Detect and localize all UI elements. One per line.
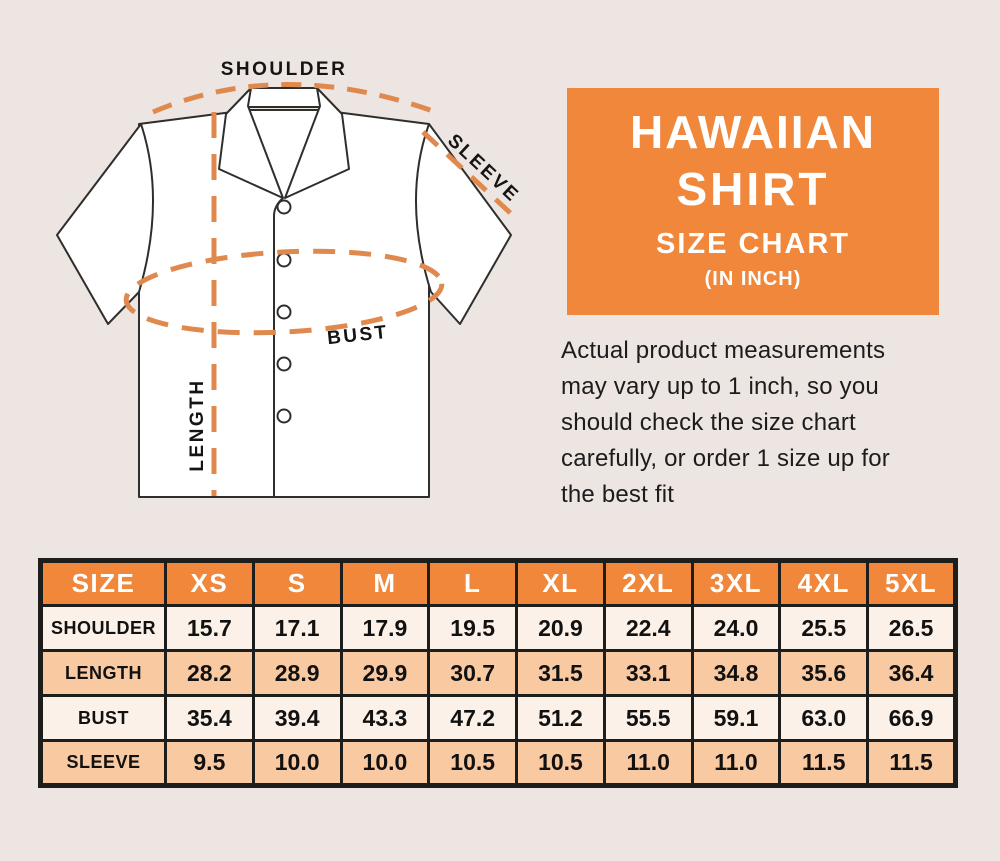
table-cell: 63.0	[778, 694, 870, 742]
table-cell: 33.1	[602, 649, 694, 697]
note-text: Actual product measurements may vary up …	[561, 337, 890, 508]
table-cell: 28.2	[164, 649, 255, 697]
shirt-button	[276, 304, 292, 320]
table-cell: 34.8	[690, 649, 782, 697]
table-cell: 11.0	[602, 739, 694, 787]
table-header-cell: 3XL	[690, 559, 782, 607]
subtitle: SIZE CHART	[656, 228, 850, 260]
table-cell: 35.6	[778, 649, 870, 697]
table-cell: 66.9	[866, 694, 957, 742]
size-table: SIZE XS S M L XL 2XL 3XL 4XL 5XL SHOULDER 15.7 17.1 1…	[38, 558, 958, 788]
table-cell: 35.4	[164, 694, 255, 742]
table-header-cell: SIZE	[39, 559, 167, 607]
table-cell: 11.5	[866, 739, 957, 787]
table-cell: 43.3	[339, 694, 431, 742]
table-header-cell: 4XL	[778, 559, 870, 607]
table-cell: 28.9	[251, 649, 343, 697]
table-header-cell: L	[427, 559, 519, 607]
title-card: HAWAIIAN SHIRT SIZE CHART (IN INCH)	[567, 88, 939, 315]
shirt-body	[138, 109, 430, 498]
shirt-diagram: SHOULDER SLEEVE BUST LENGTH	[0, 0, 560, 555]
table-header-cell: S	[251, 559, 343, 607]
table-cell: 10.5	[515, 739, 606, 787]
table-header-row: SIZE XS S M L XL 2XL 3XL 4XL 5XL	[39, 559, 957, 607]
shirt-illustration	[56, 82, 521, 498]
table-row: LENGTH 28.2 28.9 29.9 30.7 31.5 33.1 34.8 35.6 36…	[39, 649, 957, 697]
table-cell: 24.0	[690, 604, 782, 652]
sleeve-measure-line	[421, 130, 521, 223]
table-row: SHOULDER 15.7 17.1 17.9 19.5 20.9 22.4 24.0 25.5…	[39, 604, 957, 652]
table-cell: 10.0	[251, 739, 343, 787]
shirt-button	[276, 199, 292, 215]
table-header-cell: XS	[164, 559, 255, 607]
table-cell: 39.4	[251, 694, 343, 742]
shirt-collar-band	[245, 87, 323, 108]
unit-note: (IN INCH)	[704, 268, 802, 290]
table-cell: 26.5	[866, 604, 957, 652]
table-cell: 9.5	[164, 739, 255, 787]
row-label-cell: SLEEVE	[39, 739, 167, 787]
table-cell: 51.2	[515, 694, 606, 742]
table-cell: 10.5	[427, 739, 519, 787]
shoulder-label: SHOULDER	[220, 59, 348, 80]
table-cell: 15.7	[164, 604, 255, 652]
shirt-placket	[273, 197, 284, 497]
shoulder-measure-arc	[152, 82, 442, 117]
table-cell: 59.1	[690, 694, 782, 742]
length-label: LENGTH	[187, 378, 208, 472]
table-header-cell: 2XL	[602, 559, 694, 607]
shirt-left-sleeve	[56, 123, 154, 325]
table-cell: 20.9	[515, 604, 606, 652]
title-line2: SHIRT	[676, 163, 830, 215]
shirt-button	[276, 356, 292, 372]
table-cell: 36.4	[866, 649, 957, 697]
table-cell: 22.4	[602, 604, 694, 652]
table-header-cell: M	[339, 559, 431, 607]
table-cell: 11.5	[778, 739, 870, 787]
bust-measure-ellipse	[123, 248, 445, 336]
table-row: SLEEVE 9.5 10.0 10.0 10.5 10.5 11.0 11.0 11.5 11.…	[39, 739, 957, 787]
table-cell: 29.9	[339, 649, 431, 697]
table-cell: 17.9	[339, 604, 431, 652]
shirt-button	[276, 252, 292, 268]
table-cell: 19.5	[427, 604, 519, 652]
shirt-buttons	[276, 199, 292, 424]
table-cell: 17.1	[251, 604, 343, 652]
table-cell: 25.5	[778, 604, 870, 652]
table-cell: 47.2	[427, 694, 519, 742]
table-cell: 55.5	[602, 694, 694, 742]
measurement-lines	[123, 82, 521, 496]
table-cell: 10.0	[339, 739, 431, 787]
table-cell: 31.5	[515, 649, 606, 697]
shirt-button	[276, 408, 292, 424]
title-line1: HAWAIIAN	[630, 106, 876, 158]
table-header-cell: 5XL	[866, 559, 957, 607]
shirt-collar-left	[218, 87, 284, 199]
row-label-cell: SHOULDER	[39, 604, 167, 652]
table-row: BUST 35.4 39.4 43.3 47.2 51.2 55.5 59.1 63.0 66.9	[39, 694, 957, 742]
table-cell: 30.7	[427, 649, 519, 697]
row-label-cell: BUST	[39, 694, 167, 742]
table-header-cell: XL	[515, 559, 606, 607]
table-cell: 11.0	[690, 739, 782, 787]
row-label-cell: LENGTH	[39, 649, 167, 697]
shirt-collar-right	[284, 87, 350, 199]
